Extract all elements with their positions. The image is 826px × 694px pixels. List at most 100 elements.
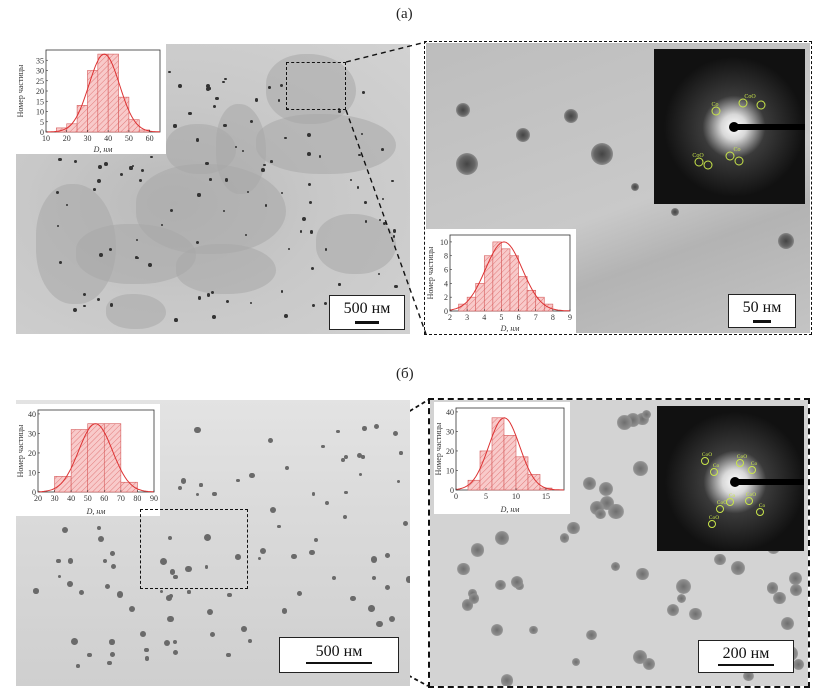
x-tick-label: 8 [551,313,555,322]
nanoparticle [281,608,288,615]
diffraction-spot-label: Co [713,463,720,469]
nanoparticle [405,576,410,584]
beam-stop [735,479,804,485]
y-tick-label: 5 [40,118,44,127]
nanoparticle [57,574,61,578]
nanoparticle [249,472,255,479]
nanoparticle [572,658,581,667]
x-tick-label: 5 [499,313,503,322]
nanoparticle [714,553,726,565]
nanoparticle [67,558,74,564]
scale-bar-line [355,321,379,324]
y-tick-label: 10 [440,238,448,247]
tem-image-b-zoom: 0 10 20 30 40 0 5 10 15 D, нм Номер частицы CoO Co C… [430,400,808,686]
nanoparticle [67,581,73,587]
nanoparticle [388,616,395,623]
nanoparticle [109,639,115,645]
y-tick-label: 10 [446,466,454,475]
nanoparticle [376,620,383,628]
nanoparticle [215,96,220,101]
y-tick-label: 35 [36,56,44,65]
nanoparticle [141,168,145,172]
nanoparticle [792,658,804,670]
nanoparticle [209,631,215,637]
nanoparticle [331,576,336,581]
x-tick-label: 80 [133,494,141,503]
nanoparticle [277,99,281,102]
nanoparticle [173,318,178,322]
x-tick-label: 40 [67,494,75,503]
diffraction-spot-label: CoO [709,515,719,521]
diffraction-spot-label: Co [711,102,718,108]
y-tick-label: 30 [28,429,36,438]
nanoparticle [195,493,199,497]
nanoparticle [168,71,171,74]
scale-bar-label: 50 нм [742,299,782,316]
nanoparticle [394,284,398,289]
nanoparticle [116,591,123,598]
nanoparticle [470,543,485,557]
nanoparticle [244,233,248,237]
y-tick-label: 25 [36,77,44,86]
nanoparticle [62,527,69,534]
nanoparticle [368,605,376,612]
x-axis-label: D, нм [93,145,113,154]
y-tick-label: 8 [444,252,448,261]
nanoparticle [177,485,182,490]
scale-bar-b-left: 500 нм [279,637,399,673]
nanoparticle [362,426,367,431]
nanoparticle [378,218,381,222]
diffraction-spot-label: Co [751,461,758,467]
nanoparticle [340,458,345,463]
hist-bar [54,476,72,493]
nanoparticle [76,664,80,668]
nanoparticle [342,514,348,519]
nanoparticle [263,163,266,167]
nanoparticle [58,157,62,161]
nanoparticle [280,191,283,194]
nanoparticle [173,124,177,128]
nanoparticle [172,649,178,655]
zoom-frame-a [424,41,812,335]
nanoparticle [495,579,506,591]
diffraction-spot [736,459,744,467]
y-tick-label: 10 [28,468,36,477]
tem-image-b-overview: 0 10 20 30 40 20 30 40 50 60 70 80 90 D, нм Номер част… [16,400,410,686]
nanoparticle [564,109,578,123]
nanoparticle [362,91,365,95]
nanoparticle [99,253,103,258]
nanoparticle [594,508,606,520]
nanoparticle [276,524,281,529]
nanoparticle [104,583,110,589]
nanoparticle [268,86,271,90]
histogram-inset-a-left: 0 5 10 15 20 25 30 35 10 20 30 40 50 60 D, нм Номер час… [16,44,166,154]
beam-stop [734,124,805,130]
nanoparticle [225,299,229,303]
hist-bar [107,53,119,133]
nanoparticle [205,162,209,166]
nanoparticle [108,247,112,252]
nanoparticle [173,639,178,645]
nanoparticle [586,629,597,640]
nanoparticle [311,492,316,496]
x-axis-label: D, нм [500,505,520,514]
nanoparticle [291,554,297,560]
nanoparticle [280,290,283,293]
x-axis-label: D, нм [500,324,520,333]
nanoparticle [516,128,530,142]
nanoparticle [666,603,680,616]
nanoparticle [241,149,245,153]
nanoparticle [173,574,178,579]
saed-pattern-b: CoO Co CoO Co Co CoO CoO Co CoO [657,406,804,551]
diffraction-spot-label: Co [733,147,740,153]
x-tick-label: 2 [448,313,452,322]
nanoparticle [321,444,325,449]
y-tick-label: 6 [444,266,448,275]
nanoparticle [120,173,124,177]
diffraction-spot [725,151,735,161]
hist-bar [70,429,89,493]
nanoparticle [98,165,102,170]
nanoparticle [131,165,134,168]
nanoparticle [204,533,212,541]
